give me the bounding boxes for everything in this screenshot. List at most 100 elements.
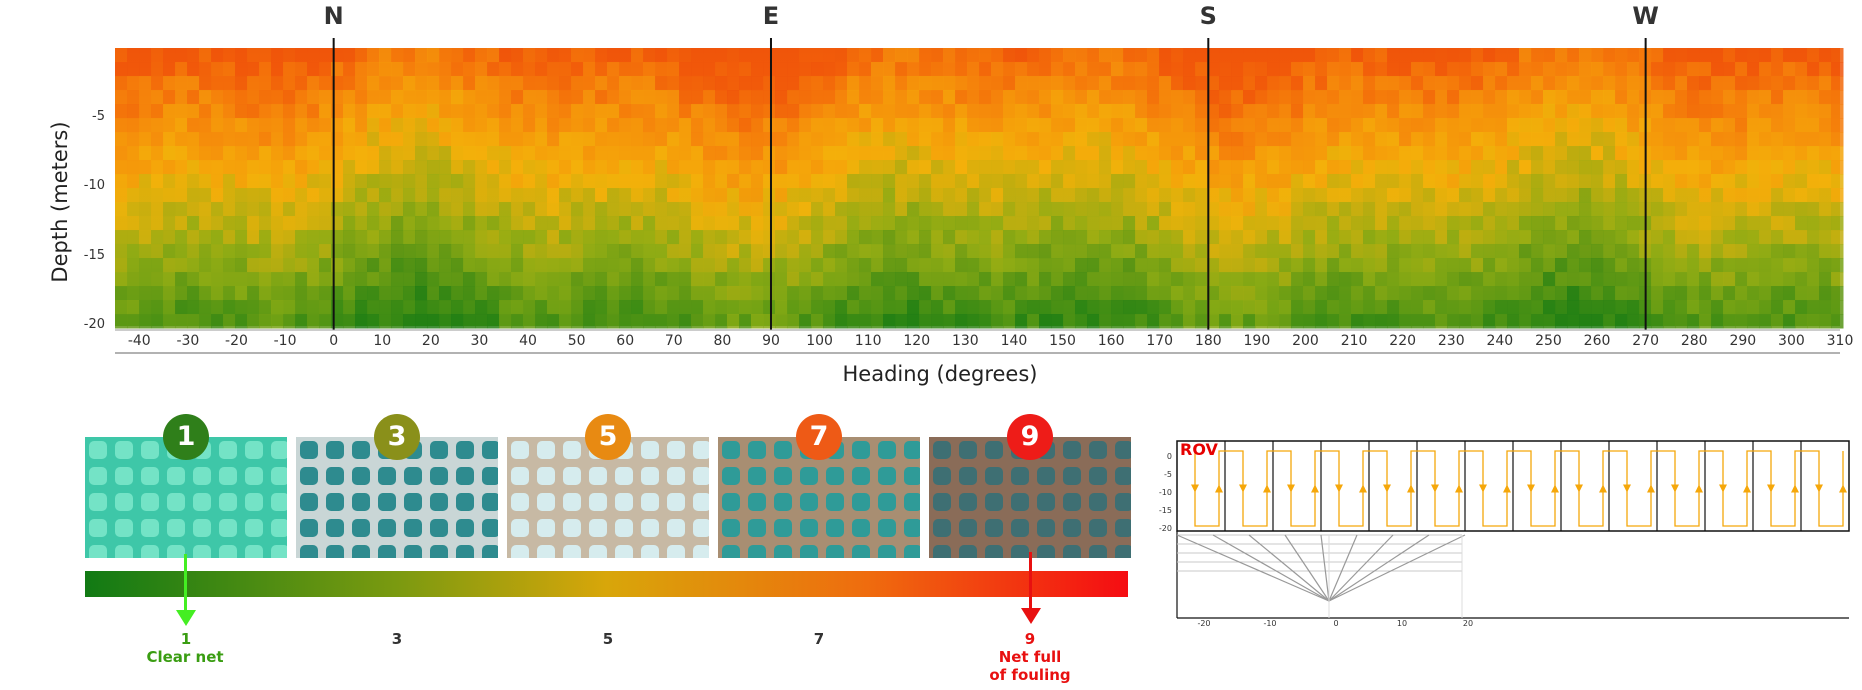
heat-cell <box>1315 62 1328 77</box>
heat-cell <box>1459 258 1472 273</box>
heat-cell <box>499 48 512 63</box>
heat-cell <box>1579 314 1592 329</box>
heat-cell <box>583 104 596 119</box>
heat-cell <box>1111 286 1124 301</box>
heat-cell <box>895 76 908 91</box>
heat-cell <box>247 174 260 189</box>
heat-cell <box>1159 216 1172 231</box>
heat-cell <box>979 132 992 147</box>
heat-cell <box>1447 300 1460 315</box>
heat-cell <box>1687 314 1700 329</box>
heat-cell <box>1759 174 1772 189</box>
heat-cell <box>571 146 584 161</box>
heat-cell <box>1087 104 1100 119</box>
heat-cell <box>1327 188 1340 203</box>
heat-cell <box>271 258 284 273</box>
rov-path-arrow <box>1311 484 1319 493</box>
heat-cell <box>607 118 620 133</box>
heat-cell <box>823 272 836 287</box>
heat-cell <box>439 90 452 105</box>
heat-cell <box>679 244 692 259</box>
heat-cell <box>1039 314 1052 329</box>
heat-cell <box>691 188 704 203</box>
heat-cell <box>1471 132 1484 147</box>
heat-cell <box>523 174 536 189</box>
heat-cell <box>1075 230 1088 245</box>
heat-cell <box>559 62 572 77</box>
heat-cell <box>871 244 884 259</box>
heat-cell <box>1399 314 1412 329</box>
heat-cell <box>1735 216 1748 231</box>
heat-cell <box>1699 230 1712 245</box>
heat-cell <box>247 258 260 273</box>
heat-cell <box>739 300 752 315</box>
heat-cell <box>487 132 500 147</box>
heat-cell <box>163 118 176 133</box>
heat-cell <box>1087 244 1100 259</box>
heat-cell <box>571 76 584 91</box>
heat-cell <box>571 132 584 147</box>
heat-cell <box>391 314 404 329</box>
heat-cell <box>1675 314 1688 329</box>
heat-cell <box>1087 230 1100 245</box>
heat-cell <box>1063 202 1076 217</box>
heat-cell <box>859 202 872 217</box>
rov-path-arrow <box>1407 484 1415 493</box>
heat-cell <box>559 216 572 231</box>
heat-cell <box>535 146 548 161</box>
heat-cell <box>427 160 440 175</box>
heat-cell <box>223 216 236 231</box>
heat-cell <box>499 62 512 77</box>
heat-cell <box>823 146 836 161</box>
heat-cell <box>1831 314 1844 329</box>
heat-cell <box>1195 244 1208 259</box>
heat-cell <box>1663 48 1676 63</box>
rov-path <box>1194 450 1844 527</box>
heat-cell <box>139 272 152 287</box>
heat-cell <box>1531 258 1544 273</box>
heat-cell <box>1459 188 1472 203</box>
heat-cell <box>679 202 692 217</box>
heat-cell <box>1255 300 1268 315</box>
heat-cell <box>895 314 908 329</box>
heat-cell <box>1051 62 1064 77</box>
heat-cell <box>1771 118 1784 133</box>
heat-cell <box>475 188 488 203</box>
heat-cell <box>1027 160 1040 175</box>
heat-cell <box>823 314 836 329</box>
heat-cell <box>1519 90 1532 105</box>
heat-cell <box>1039 146 1052 161</box>
heat-cell <box>1759 216 1772 231</box>
heat-cell <box>247 132 260 147</box>
heat-cell <box>715 300 728 315</box>
heat-cell <box>307 202 320 217</box>
heat-cell <box>991 146 1004 161</box>
heat-cell <box>1819 174 1832 189</box>
heat-cell <box>619 314 632 329</box>
heat-cell <box>307 188 320 203</box>
heat-cell <box>403 314 416 329</box>
heat-cell <box>1507 174 1520 189</box>
heat-cell <box>1519 286 1532 301</box>
heat-cell <box>1267 48 1280 63</box>
heat-cell <box>715 146 728 161</box>
heat-cell <box>1147 258 1160 273</box>
heat-cell <box>1195 48 1208 63</box>
heat-cell <box>1291 90 1304 105</box>
heat-cell <box>991 90 1004 105</box>
rov-path-arrow <box>1791 484 1799 493</box>
heat-cell <box>1279 230 1292 245</box>
heat-cell <box>1699 76 1712 91</box>
heat-cell <box>1723 48 1736 63</box>
heat-cell <box>799 62 812 77</box>
heat-cell <box>1519 258 1532 273</box>
heat-cell <box>607 286 620 301</box>
compass-label-w: W <box>1632 2 1659 30</box>
heat-cell <box>127 146 140 161</box>
heat-cell <box>643 118 656 133</box>
heat-cell <box>1027 48 1040 63</box>
heat-cell <box>1495 202 1508 217</box>
heat-cell <box>691 118 704 133</box>
heat-cell <box>763 216 776 231</box>
heat-cell <box>1111 272 1124 287</box>
